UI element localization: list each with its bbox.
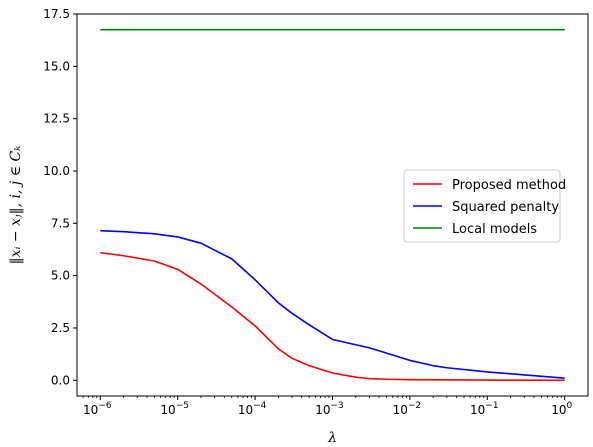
legend-label-0: Proposed method	[452, 178, 566, 193]
y-tick-label: 17.5	[43, 7, 70, 21]
y-tick-label: 5.0	[51, 269, 70, 283]
y-tick-label: 15.0	[43, 59, 70, 73]
x-tick-label: 10−2	[393, 401, 422, 417]
legend-label-2: Local models	[452, 222, 537, 237]
y-axis: 0.0 2.5 5.0 7.5 10.0 12.5 15.0 17.5	[43, 7, 77, 387]
x-tick-label: 100	[551, 401, 572, 417]
x-tick-label: 10−4	[238, 401, 267, 417]
y-tick-label: 12.5	[43, 112, 70, 126]
x-tick-label: 10−5	[160, 401, 189, 417]
x-axis-label: λ	[327, 430, 337, 446]
y-tick-label: 10.0	[43, 164, 70, 178]
y-axis-label: ‖xᵢ − xⱼ‖, i, j ∈ Cₖ	[8, 146, 24, 265]
legend-label-1: Squared penalty	[452, 200, 559, 215]
series-line-1	[100, 229, 565, 380]
legend: Proposed method Squared penalty Local mode…	[403, 169, 566, 243]
series-group	[100, 28, 565, 382]
y-tick-label: 2.5	[51, 321, 70, 335]
legend-box	[403, 169, 561, 243]
x-tick-label: 10−3	[315, 401, 344, 417]
x-tick-label: 10−6	[83, 401, 112, 417]
x-axis: 10−6 10−5 10−4 10−3 10−2 10−1 100	[82, 396, 572, 417]
x-tick-label: 10−1	[470, 401, 499, 417]
series-line-0	[100, 251, 565, 382]
y-tick-label: 0.0	[51, 373, 70, 387]
y-tick-label: 7.5	[51, 216, 70, 230]
